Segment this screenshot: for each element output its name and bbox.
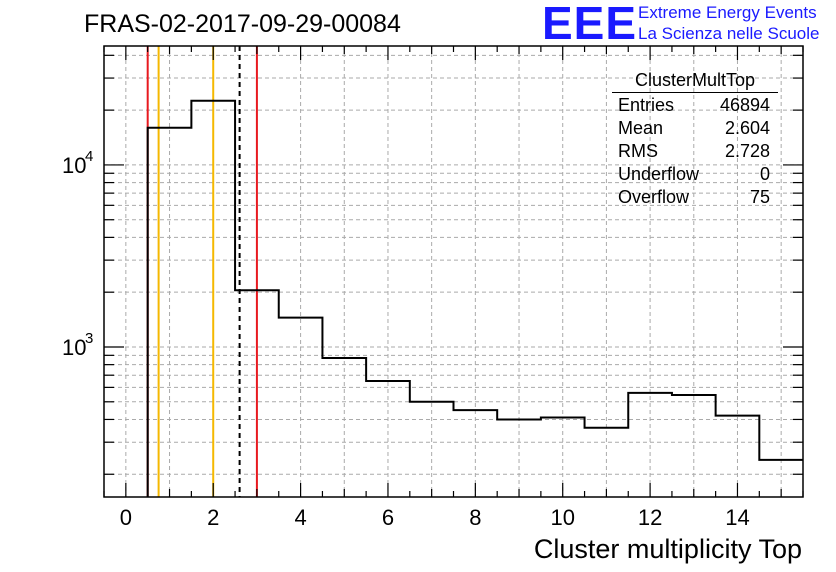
stats-row-rms: RMS 2.728 bbox=[612, 140, 778, 163]
eee-logo: EEE bbox=[542, 0, 638, 49]
stats-value: 75 bbox=[749, 187, 770, 207]
chart-title: FRAS-02-2017-09-29-00084 bbox=[84, 10, 401, 38]
stats-value: 46894 bbox=[719, 95, 770, 115]
x-axis-label: Cluster multiplicity Top bbox=[533, 534, 802, 564]
logo-line2: La Scienza nelle Scuole bbox=[638, 24, 820, 43]
histogram-bin bbox=[628, 393, 672, 497]
x-tick-label: 10 bbox=[550, 505, 574, 530]
x-tick-label: 2 bbox=[207, 505, 219, 530]
histogram-bin bbox=[585, 428, 629, 497]
histogram-bin bbox=[322, 358, 366, 497]
stats-label: Entries bbox=[618, 95, 675, 115]
histogram-bin bbox=[366, 381, 410, 497]
x-tick-label: 6 bbox=[382, 505, 394, 530]
stats-box: ClusterMultTop Entries 46894 Mean 2.604 … bbox=[612, 70, 778, 209]
histogram-bin bbox=[497, 419, 541, 497]
stats-value: 0 bbox=[759, 164, 770, 184]
stats-label: Mean bbox=[618, 118, 664, 138]
histogram-bin bbox=[191, 101, 235, 497]
stats-value: 2.604 bbox=[724, 118, 770, 138]
y-tick-exponent: 4 bbox=[85, 148, 93, 165]
stats-row-overflow: Overflow 75 bbox=[612, 186, 778, 209]
y-tick-exponent: 3 bbox=[85, 330, 93, 347]
logo-line1: Extreme Energy Events bbox=[638, 3, 817, 22]
histogram-bin bbox=[410, 402, 454, 497]
stats-label: Underflow bbox=[618, 164, 700, 184]
stats-label: Overflow bbox=[618, 187, 690, 207]
x-tick-label: 14 bbox=[725, 505, 749, 530]
stats-value: 2.728 bbox=[724, 141, 770, 161]
stats-row-underflow: Underflow 0 bbox=[612, 163, 778, 186]
stats-row-mean: Mean 2.604 bbox=[612, 117, 778, 140]
histogram-bin bbox=[148, 128, 192, 497]
histogram-bin bbox=[672, 395, 716, 497]
x-tick-label: 0 bbox=[120, 505, 132, 530]
y-tick-label: 10 bbox=[62, 153, 86, 178]
histogram-bin bbox=[279, 318, 323, 497]
histogram-bin bbox=[235, 290, 279, 497]
x-tick-label: 8 bbox=[469, 505, 481, 530]
stats-label: RMS bbox=[618, 141, 658, 161]
stats-row-entries: Entries 46894 bbox=[612, 94, 778, 117]
y-tick-label: 10 bbox=[62, 335, 86, 360]
x-tick-label: 4 bbox=[294, 505, 306, 530]
x-tick-label: 12 bbox=[638, 505, 662, 530]
stats-title: ClusterMultTop bbox=[612, 70, 778, 93]
histogram-outline bbox=[146, 99, 803, 497]
